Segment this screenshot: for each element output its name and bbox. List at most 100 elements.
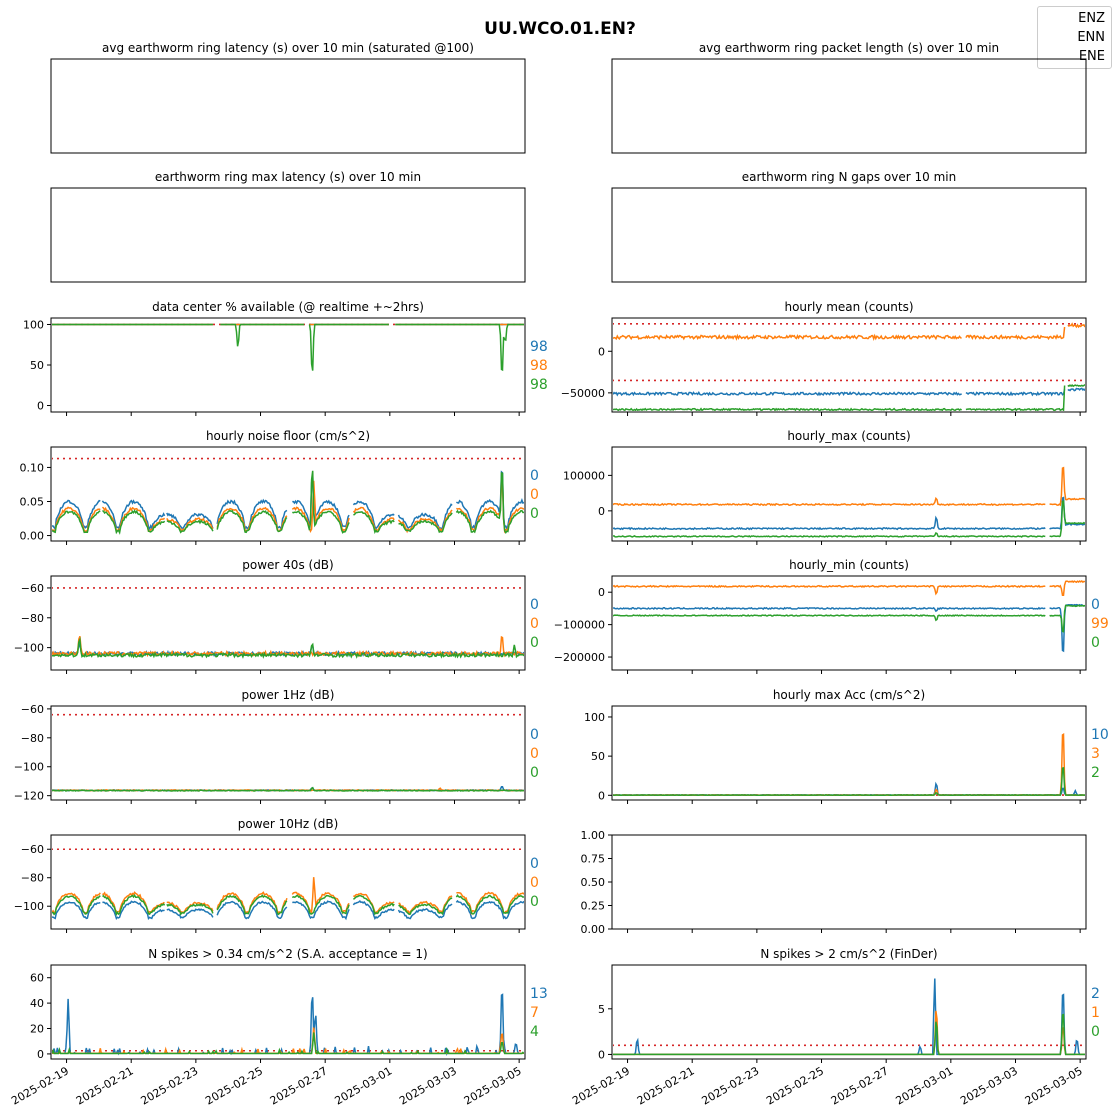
series-line-ene: [52, 636, 524, 659]
panel-title: earthworm ring max latency (s) over 10 m…: [155, 170, 421, 184]
summary-value-enz: 0: [530, 727, 539, 743]
panel-frame: [611, 446, 1087, 542]
summary-value-enn: 98: [530, 358, 548, 374]
plot-area: [52, 848, 524, 921]
y-tick-label: −60: [21, 582, 44, 595]
y-tick-label: −100: [14, 761, 44, 774]
y-tick-label: 0: [598, 789, 605, 802]
panel-frame: [50, 705, 526, 801]
x-tick-label: 2025-02-25: [203, 1064, 265, 1107]
plot-area: [613, 466, 1085, 538]
summary-value-enn: 99: [1091, 616, 1109, 632]
y-tick-label: 0: [37, 1048, 44, 1061]
panel-frame: [50, 834, 526, 930]
series-line-ene: [52, 1032, 524, 1055]
y-tick-label: 50: [591, 750, 605, 763]
y-tick-label: −50000: [561, 387, 605, 400]
series-line-ene: [52, 323, 524, 372]
series-line-enn: [613, 732, 1085, 796]
x-tick-label: 2025-02-19: [570, 1064, 632, 1107]
panel-title: hourly noise floor (cm/s^2): [206, 429, 370, 443]
panel-frame: [50, 575, 526, 671]
panel-frame: [611, 58, 1087, 154]
series-line-enn: [613, 1010, 1085, 1056]
panel-avg_packet: avg earthworm ring packet length (s) ove…: [611, 41, 1087, 154]
panel-noise_floor: hourly noise floor (cm/s^2) 0.00 0.05 0.10 0…: [20, 429, 539, 545]
panel-title: avg earthworm ring latency (s) over 10 m…: [102, 41, 474, 55]
y-tick-label: 100: [584, 711, 605, 724]
panel-availability: data center % available (@ realtime +~2h…: [23, 300, 548, 416]
panel-empty_axes: 0.00 0.25 0.50 0.75 1.00: [581, 829, 1087, 936]
summary-value-enz: 2: [1091, 986, 1100, 1002]
x-tick-label: 2025-02-27: [268, 1064, 330, 1107]
series-line-enz: [52, 899, 524, 921]
summary-value-enn: 0: [530, 875, 539, 891]
summary-value-enn: 3: [1091, 746, 1100, 762]
series-line-enz: [613, 387, 1085, 397]
y-tick-label: 0.05: [20, 495, 45, 508]
x-tick-label: 2025-03-01: [893, 1064, 955, 1107]
panel-spikes_2: N spikes > 2 cm/s^2 (FinDer) 0 5 2025-02-19…: [570, 947, 1100, 1108]
y-tick-label: −60: [21, 843, 44, 856]
x-tick-label: 2025-03-05: [1023, 1064, 1085, 1107]
y-tick-label: 0: [598, 345, 605, 358]
x-tick-label: 2025-02-19: [9, 1064, 71, 1107]
panel-title: hourly_min (counts): [789, 558, 909, 572]
y-tick-label: −80: [21, 872, 44, 885]
panel-hourly_min: hourly_min (counts) 0 −100000 −200000 0 99 0: [554, 558, 1109, 674]
summary-value-enn: 7: [530, 1005, 539, 1021]
series-line-enz: [52, 470, 524, 531]
panel-title: N spikes > 0.34 cm/s^2 (S.A. acceptance …: [148, 947, 427, 961]
plot-area: [613, 732, 1085, 796]
summary-value-enz: 0: [530, 468, 539, 484]
panel-frame: [50, 446, 526, 542]
y-tick-label: −100000: [554, 619, 605, 632]
series-line-enn: [613, 322, 1085, 341]
plot-area: [52, 993, 524, 1057]
y-tick-label: −100: [14, 900, 44, 913]
y-tick-label: 60: [30, 972, 44, 985]
summary-value-enn: 0: [530, 487, 539, 503]
y-tick-label: 0: [598, 1048, 605, 1061]
panel-frame: [611, 705, 1087, 801]
series-line-enz: [613, 496, 1085, 531]
panel-title: avg earthworm ring packet length (s) ove…: [699, 41, 999, 55]
panel-hourly_mean: hourly mean (counts) 0 −50000: [561, 300, 1087, 416]
summary-value-ene: 4: [530, 1024, 539, 1040]
panel-title: earthworm ring N gaps over 10 min: [742, 170, 956, 184]
x-tick-label: 2025-02-21: [74, 1064, 136, 1107]
panel-title: hourly max Acc (cm/s^2): [773, 688, 925, 702]
panel-spikes_034: N spikes > 0.34 cm/s^2 (S.A. acceptance …: [9, 947, 548, 1108]
summary-value-enz: 0: [530, 856, 539, 872]
x-tick-label: 2025-02-21: [635, 1064, 697, 1107]
summary-value-enz: 10: [1091, 727, 1109, 743]
y-tick-label: 0: [598, 505, 605, 518]
y-tick-label: 50: [30, 359, 44, 372]
x-tick-label: 2025-03-03: [958, 1064, 1020, 1107]
x-tick-label: 2025-02-25: [764, 1064, 826, 1107]
summary-value-ene: 0: [1091, 635, 1100, 651]
panel-frame: [50, 964, 526, 1060]
summary-value-ene: 2: [1091, 765, 1100, 781]
legend-entry-ene: ENE: [1078, 49, 1105, 64]
panel-power_40s: power 40s (dB) −60 −80 −100 0 0 0: [14, 558, 539, 674]
y-tick-label: −60: [21, 703, 44, 716]
panel-frame: [611, 317, 1087, 413]
series-line-ene: [52, 893, 524, 917]
summary-value-ene: 0: [530, 635, 539, 651]
panel-frame: [50, 187, 526, 283]
plot-area: [52, 713, 524, 792]
series-line-ene: [52, 786, 524, 792]
y-tick-label: −120: [14, 790, 44, 803]
panel-frame: [611, 187, 1087, 283]
plot-area: [613, 978, 1085, 1056]
summary-value-enz: 0: [1091, 597, 1100, 613]
y-tick-label: −80: [21, 612, 44, 625]
y-tick-label: 0: [598, 586, 605, 599]
series-line-enz: [613, 781, 1085, 796]
series-line-enz: [613, 603, 1085, 653]
summary-value-enn: 0: [530, 746, 539, 762]
y-tick-label: 40: [30, 997, 44, 1010]
panel-frame: [611, 575, 1087, 671]
summary-value-ene: 98: [530, 377, 548, 393]
